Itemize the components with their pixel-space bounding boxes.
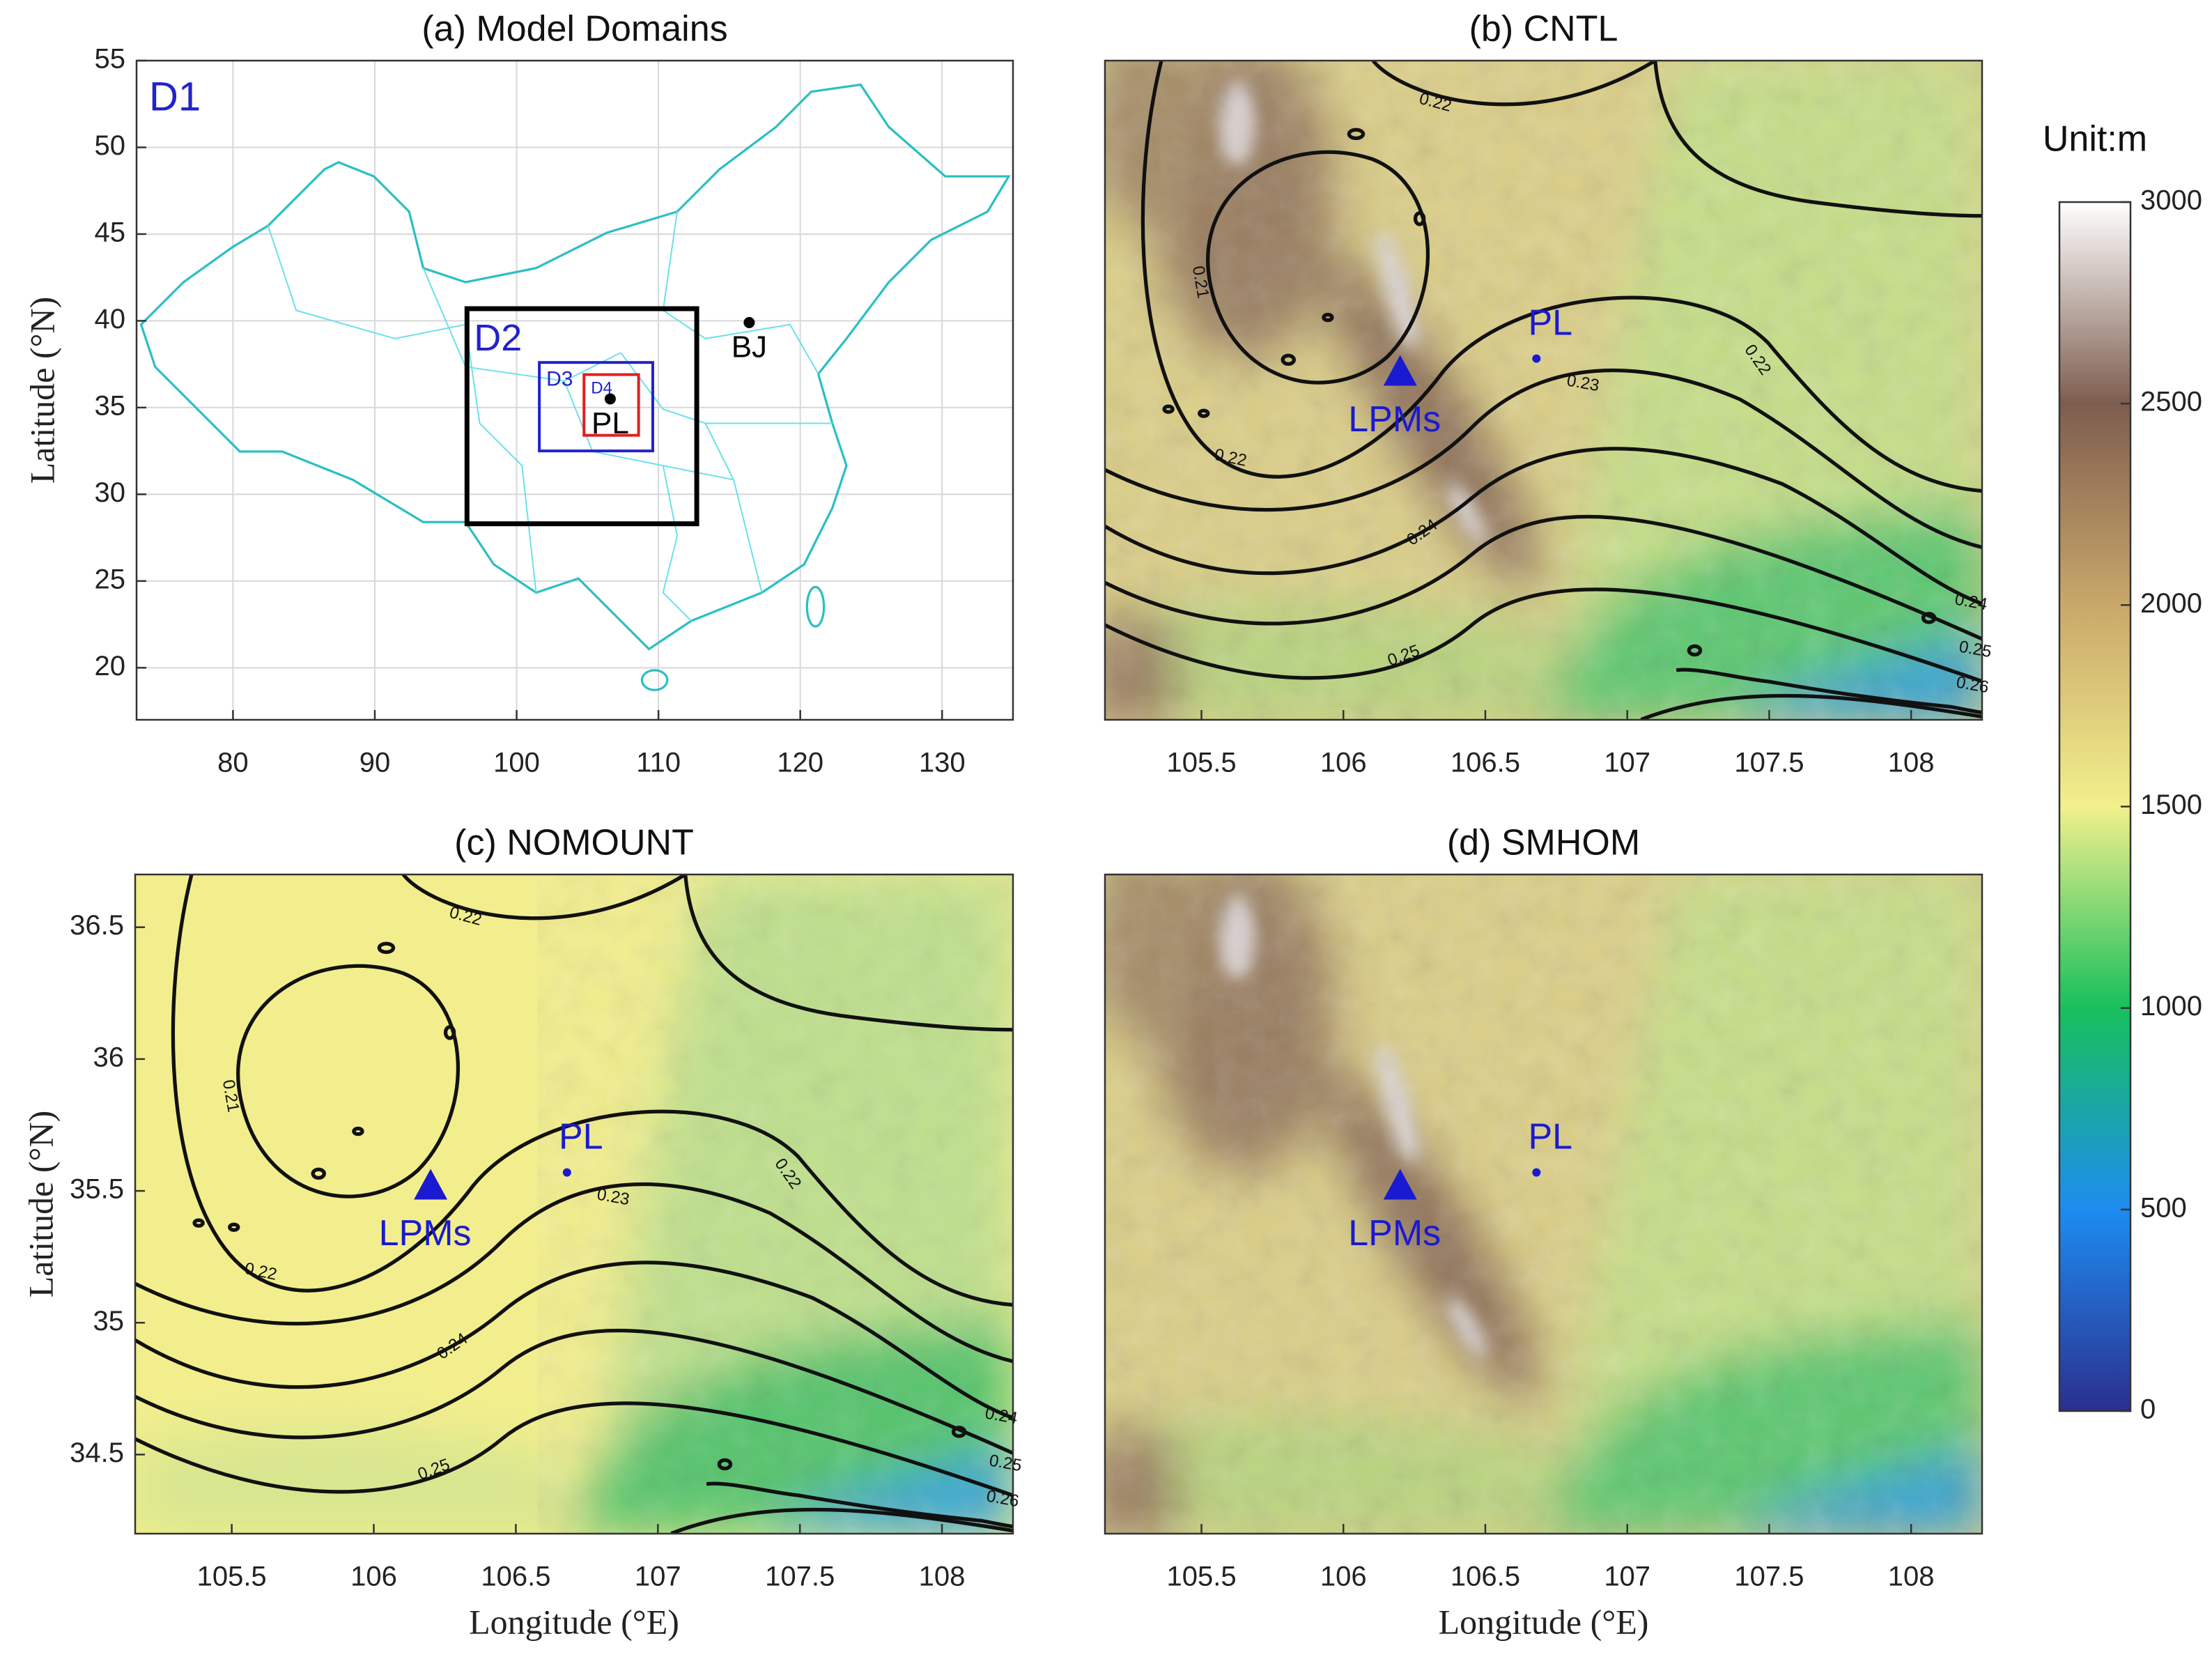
triangle-marker bbox=[1383, 1169, 1417, 1200]
colorbar-tick-label: 2500 bbox=[2140, 387, 2202, 417]
triangle-marker bbox=[414, 1169, 448, 1200]
y-tick-label: 20 bbox=[95, 651, 126, 681]
point-marker bbox=[743, 316, 755, 328]
axes-frame bbox=[1104, 59, 1983, 721]
x-tick-label: 108 bbox=[1888, 1562, 1935, 1592]
x-tick-label: 106.5 bbox=[1451, 1562, 1520, 1592]
x-tick-label: 107 bbox=[1604, 1562, 1650, 1592]
y-tick-label: 36 bbox=[93, 1042, 125, 1072]
x-tick-label: 100 bbox=[493, 748, 540, 778]
x-tick-label: 106 bbox=[1320, 748, 1367, 778]
y-tick-label: 35 bbox=[95, 390, 126, 421]
y-tick-label: 40 bbox=[95, 304, 126, 334]
x-axis-label: Longitude (°E) bbox=[1439, 1602, 1649, 1641]
panel-title: (b) CNTL bbox=[1469, 9, 1618, 49]
x-tick-label: 130 bbox=[919, 748, 966, 778]
axes-frame bbox=[134, 873, 1014, 1535]
domain-box bbox=[464, 306, 699, 527]
point-label: PL bbox=[1529, 1116, 1573, 1157]
x-tick-label: 107.5 bbox=[765, 1562, 835, 1592]
x-tick-label: 105.5 bbox=[1166, 1562, 1236, 1592]
x-tick-label: 107 bbox=[635, 1562, 681, 1592]
y-tick-label: 30 bbox=[95, 477, 126, 508]
x-tick-label: 108 bbox=[1888, 748, 1935, 778]
x-tick-label: 105.5 bbox=[197, 1562, 267, 1592]
point-label: LPMs bbox=[1348, 399, 1441, 440]
colorbar-tick-label: 2000 bbox=[2140, 588, 2202, 619]
x-tick-label: 106 bbox=[1320, 1562, 1367, 1592]
x-tick-label: 108 bbox=[919, 1562, 966, 1592]
domain-box bbox=[538, 361, 654, 453]
colorbar-tick-label: 500 bbox=[2140, 1192, 2187, 1223]
terrain bbox=[1084, 847, 1982, 1550]
domain-label: D1 bbox=[149, 74, 201, 119]
point-label: LPMs bbox=[379, 1213, 472, 1254]
point-marker bbox=[1532, 1168, 1541, 1177]
colorbar bbox=[2058, 201, 2132, 1412]
y-tick-label: 35 bbox=[93, 1306, 125, 1336]
y-tick-label: 36.5 bbox=[70, 910, 124, 941]
domain-box bbox=[582, 373, 640, 437]
panel-title: (c) NOMOUNT bbox=[454, 823, 694, 863]
x-tick-label: 120 bbox=[777, 748, 823, 778]
point-marker bbox=[1532, 354, 1541, 363]
y-tick-label: 45 bbox=[95, 217, 126, 248]
x-tick-label: 90 bbox=[359, 748, 391, 778]
point-label: PL bbox=[1529, 302, 1573, 343]
x-tick-label: 110 bbox=[636, 748, 681, 778]
y-tick-label: 55 bbox=[95, 44, 126, 75]
x-tick-label: 80 bbox=[217, 748, 249, 778]
x-axis-label: Longitude (°E) bbox=[469, 1602, 679, 1641]
point-label: PL bbox=[559, 1116, 603, 1157]
y-tick-label: 35.5 bbox=[70, 1174, 124, 1205]
colorbar-title: Unit:m bbox=[2043, 119, 2147, 160]
triangle-marker bbox=[1383, 355, 1417, 386]
colorbar-tick-label: 0 bbox=[2140, 1394, 2156, 1425]
x-tick-label: 107.5 bbox=[1734, 1562, 1804, 1592]
colorbar-tick-label: 1500 bbox=[2140, 789, 2202, 820]
domain-box-label: D2 bbox=[474, 317, 522, 359]
domain-box-label: D3 bbox=[546, 368, 573, 391]
point-label: BJ bbox=[732, 330, 767, 364]
y-axis-label: Latitude (°N) bbox=[21, 1111, 60, 1298]
axes-frame bbox=[135, 59, 1014, 721]
x-tick-label: 106.5 bbox=[481, 1562, 550, 1592]
point-label: LPMs bbox=[1348, 1213, 1441, 1254]
point-label: PL bbox=[591, 406, 629, 440]
y-tick-label: 34.5 bbox=[70, 1438, 124, 1468]
colorbar-tick-label: 3000 bbox=[2140, 185, 2202, 216]
axes-frame bbox=[1104, 873, 1983, 1535]
x-tick-label: 107.5 bbox=[1734, 748, 1804, 778]
colorbar-tick-label: 1000 bbox=[2140, 991, 2202, 1022]
y-axis-label: Latitude (°N) bbox=[22, 297, 61, 484]
panel-title: (a) Model Domains bbox=[421, 9, 727, 49]
y-tick-label: 50 bbox=[95, 130, 126, 161]
y-tick-label: 25 bbox=[95, 564, 126, 594]
point-marker bbox=[604, 393, 616, 405]
x-tick-label: 106 bbox=[350, 1562, 397, 1592]
panel-title: (d) SMHOM bbox=[1447, 823, 1640, 863]
x-tick-label: 107 bbox=[1604, 748, 1650, 778]
x-tick-label: 105.5 bbox=[1166, 748, 1236, 778]
x-tick-label: 106.5 bbox=[1451, 748, 1520, 778]
china-outline bbox=[139, 83, 1011, 691]
point-marker bbox=[562, 1168, 571, 1177]
